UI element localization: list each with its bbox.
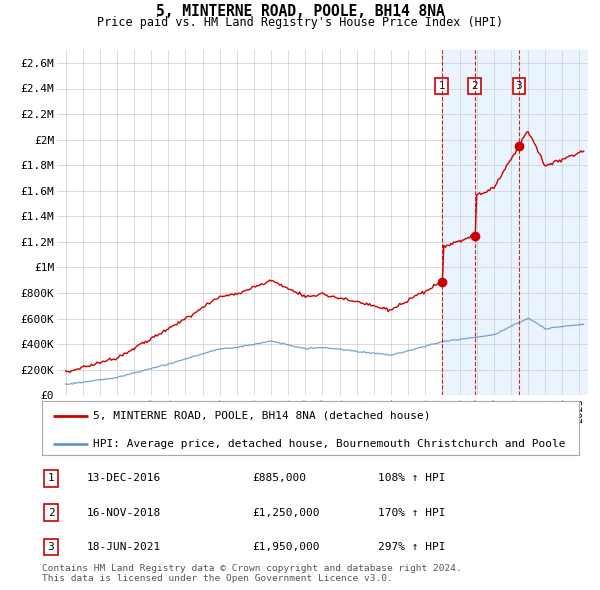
Text: 108% ↑ HPI: 108% ↑ HPI (378, 474, 445, 483)
Text: Contains HM Land Registry data © Crown copyright and database right 2024.
This d: Contains HM Land Registry data © Crown c… (42, 563, 462, 583)
Text: £885,000: £885,000 (252, 474, 306, 483)
Text: 16-NOV-2018: 16-NOV-2018 (87, 508, 161, 517)
Text: 1: 1 (439, 81, 445, 91)
Text: Price paid vs. HM Land Registry's House Price Index (HPI): Price paid vs. HM Land Registry's House … (97, 16, 503, 29)
Text: 5, MINTERNE ROAD, POOLE, BH14 8NA (detached house): 5, MINTERNE ROAD, POOLE, BH14 8NA (detac… (93, 411, 431, 421)
Text: 3: 3 (515, 81, 522, 91)
Bar (442, 50, 588, 395)
Text: 2: 2 (471, 81, 478, 91)
Text: 170% ↑ HPI: 170% ↑ HPI (378, 508, 445, 517)
Text: 3: 3 (47, 542, 55, 552)
Text: 2: 2 (47, 508, 55, 517)
Text: 1: 1 (47, 474, 55, 483)
Text: £1,250,000: £1,250,000 (252, 508, 320, 517)
Text: 5, MINTERNE ROAD, POOLE, BH14 8NA: 5, MINTERNE ROAD, POOLE, BH14 8NA (155, 4, 445, 19)
Text: 18-JUN-2021: 18-JUN-2021 (87, 542, 161, 552)
Text: HPI: Average price, detached house, Bournemouth Christchurch and Poole: HPI: Average price, detached house, Bour… (93, 438, 566, 448)
Text: 13-DEC-2016: 13-DEC-2016 (87, 474, 161, 483)
Text: £1,950,000: £1,950,000 (252, 542, 320, 552)
Text: 297% ↑ HPI: 297% ↑ HPI (378, 542, 445, 552)
